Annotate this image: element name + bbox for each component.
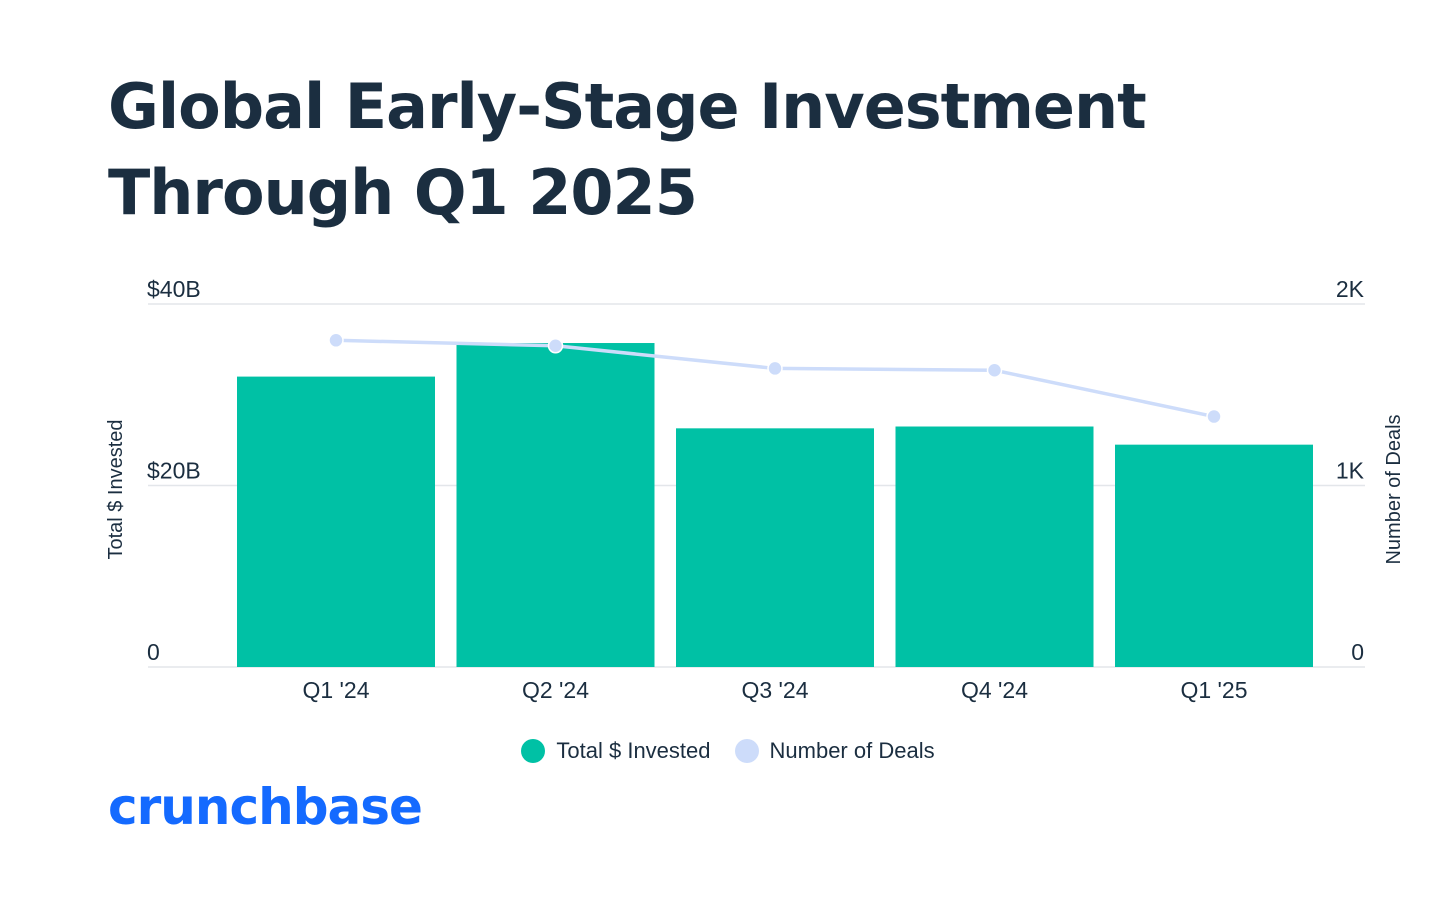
bar — [895, 426, 1094, 667]
legend-swatch-total-invested — [521, 739, 546, 763]
y-left-tick-label: 0 — [147, 639, 160, 665]
bar — [676, 428, 874, 667]
legend-item-total-invested[interactable]: Total $ Invested — [521, 738, 711, 764]
y-left-tick-label: $40B — [147, 276, 201, 302]
crunchbase-logo[interactable]: crunchbase — [108, 778, 423, 836]
legend-label-total-invested: Total $ Invested — [556, 738, 711, 763]
bar — [1115, 444, 1313, 667]
y-left-tick-label: $20B — [147, 458, 201, 484]
y-right-tick-label: 2K — [1336, 276, 1365, 302]
bar — [237, 376, 435, 667]
deals-point — [547, 337, 564, 354]
y-left-axis-title: Total $ Invested — [105, 419, 127, 559]
axes: 0 $20B $40B 0 1K 2K Total $ Invested Number of … — [105, 276, 1405, 703]
deals-point — [986, 362, 1003, 378]
deals-point — [1206, 408, 1222, 425]
deals-point — [328, 332, 344, 349]
x-tick-label: Q3 '24 — [741, 677, 808, 703]
y-right-tick-label: 0 — [1351, 639, 1364, 665]
bars — [237, 343, 1313, 667]
legend-swatch-number-of-deals — [734, 739, 759, 763]
y-right-tick-label: 1K — [1336, 458, 1365, 484]
bar — [456, 343, 655, 667]
y-right-axis-title: Number of Deals — [1383, 414, 1405, 564]
deals-line — [328, 332, 1222, 425]
legend-item-number-of-deals[interactable]: Number of Deals — [734, 738, 935, 764]
legend: Total $ Invested Number of Deals — [0, 738, 1456, 764]
x-tick-label: Q1 '25 — [1180, 677, 1247, 703]
x-tick-label: Q1 '24 — [302, 677, 369, 703]
chart-title: Global Early-Stage Investment Through Q1… — [108, 70, 1147, 229]
deals-point — [767, 360, 783, 377]
x-tick-label: Q2 '24 — [522, 677, 589, 703]
legend-label-number-of-deals: Number of Deals — [769, 738, 935, 763]
x-tick-label: Q4 '24 — [961, 677, 1028, 703]
